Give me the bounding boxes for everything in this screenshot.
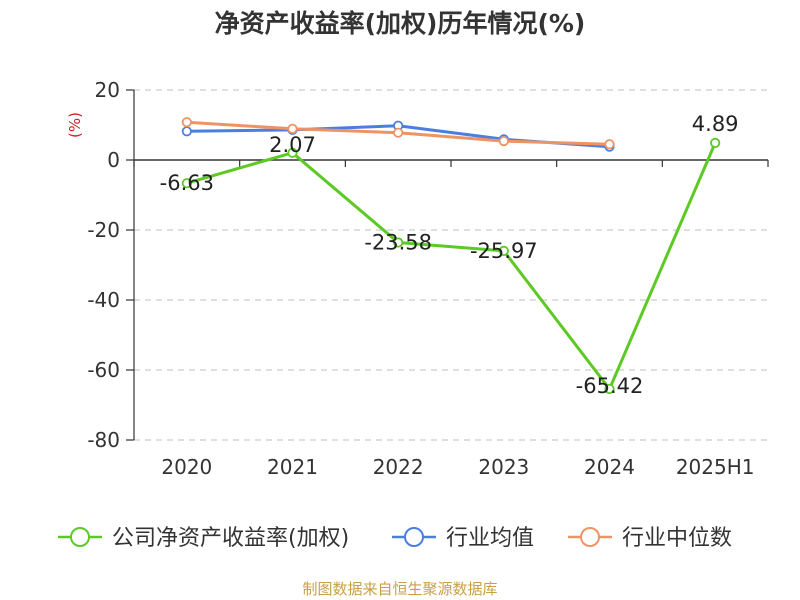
data-label: -65.42 — [576, 374, 644, 398]
data-label: 2.07 — [269, 133, 316, 157]
data-point — [710, 137, 721, 148]
data-point — [393, 237, 404, 248]
legend-swatch-marker — [580, 527, 600, 547]
data-point — [287, 123, 298, 134]
data-label: -6.63 — [160, 171, 214, 195]
data-label: -25.97 — [470, 239, 538, 263]
x-tick-label: 2025H1 — [676, 455, 755, 479]
y-tick-labels: 20 0 -20 -40 -60 -80 — [87, 78, 120, 452]
x-tick-label: 2024 — [584, 455, 635, 479]
source-note: 制图数据来自恒生聚源数据库 — [302, 580, 497, 598]
y-tick-label: -60 — [87, 358, 120, 382]
legend: 公司净资产收益率(加权) 行业均值 行业中位数 — [58, 526, 732, 551]
legend-label: 行业均值 — [446, 526, 534, 551]
y-tick-label: -20 — [87, 218, 120, 242]
data-labels: -6.63 2.07 -23.58 -25.97 -65.42 4.89 — [160, 112, 739, 398]
legend-label: 行业中位数 — [622, 526, 732, 551]
data-point — [181, 126, 192, 137]
y-axis-unit: (%) — [66, 112, 84, 138]
chart-title: 净资产收益率(加权)历年情况(%) — [215, 9, 586, 38]
series-line-0 — [185, 141, 717, 391]
x-tick-label: 2020 — [161, 455, 212, 479]
data-point — [181, 117, 192, 128]
data-point — [498, 245, 509, 256]
y-tick-label: 20 — [95, 78, 120, 102]
x-tick-label: 2023 — [478, 455, 529, 479]
axes — [133, 90, 769, 440]
legend-swatch-marker — [70, 527, 90, 547]
legend-label: 公司净资产收益率(加权) — [112, 526, 349, 551]
grid-lines — [126, 89, 768, 441]
data-point — [604, 139, 615, 150]
data-point — [287, 147, 298, 158]
legend-swatch-marker — [404, 527, 424, 547]
series-group — [181, 117, 721, 395]
data-point — [393, 127, 404, 138]
x-tick-label: 2021 — [267, 455, 318, 479]
y-tick-label: -80 — [87, 428, 120, 452]
data-point — [604, 383, 615, 395]
x-tick-labels: 2020 2021 2022 2023 2024 2025H1 — [161, 455, 754, 479]
y-tick-label: 0 — [107, 148, 120, 172]
data-point — [181, 178, 192, 189]
x-tick-label: 2022 — [373, 455, 424, 479]
data-point — [498, 136, 509, 147]
data-label: -23.58 — [364, 231, 432, 255]
data-label: 4.89 — [692, 112, 739, 136]
y-tick-label: -40 — [87, 288, 120, 312]
